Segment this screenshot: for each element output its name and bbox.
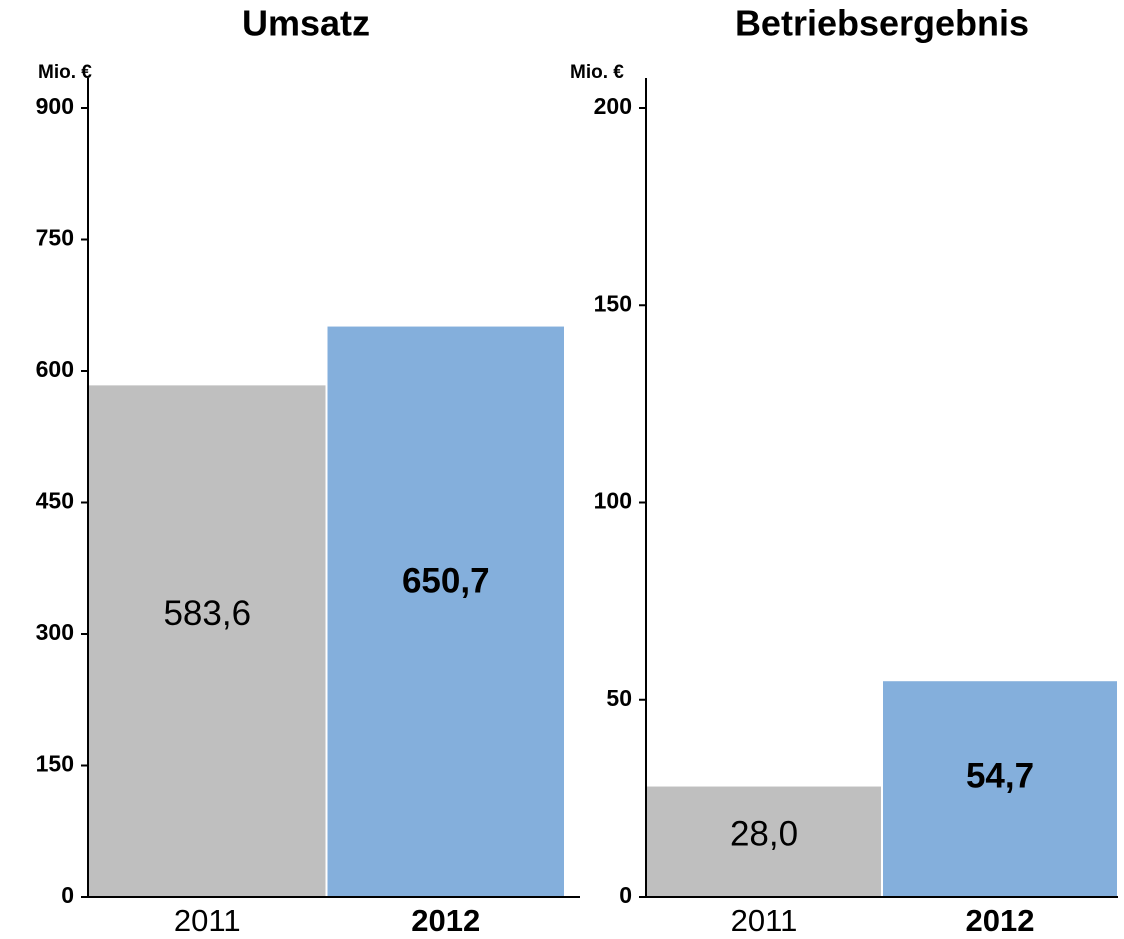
y-tick-label: 600: [36, 356, 74, 382]
y-tick-label: 150: [36, 751, 74, 777]
y-tick-label: 100: [594, 488, 632, 514]
y-axis-label: Mio. €: [570, 62, 624, 83]
y-tick-label: 50: [606, 685, 632, 711]
bar: [883, 681, 1117, 897]
y-tick-label: 300: [36, 619, 74, 645]
x-tick-label: 2012: [966, 903, 1035, 938]
chart-title: Betriebsergebnis: [735, 3, 1029, 44]
y-tick-label: 200: [594, 93, 632, 119]
value-label: 28,0: [730, 814, 798, 853]
value-label: 583,6: [163, 594, 251, 633]
value-label: 650,7: [402, 562, 490, 601]
y-tick-label: 0: [61, 882, 74, 908]
bar: [327, 326, 564, 898]
bar: [647, 786, 881, 897]
y-tick-label: 150: [594, 290, 632, 316]
chart-title: Umsatz: [242, 3, 370, 44]
y-tick-label: 750: [36, 225, 74, 251]
x-tick-label: 2011: [731, 903, 798, 938]
y-tick-label: 900: [36, 93, 74, 119]
bar: [89, 385, 326, 897]
value-label: 54,7: [966, 757, 1034, 796]
y-axis-label: Mio. €: [38, 62, 92, 83]
x-tick-label: 2011: [174, 903, 241, 938]
y-tick-label: 450: [36, 488, 74, 514]
y-tick-label: 0: [619, 882, 632, 908]
x-tick-label: 2012: [411, 903, 480, 938]
